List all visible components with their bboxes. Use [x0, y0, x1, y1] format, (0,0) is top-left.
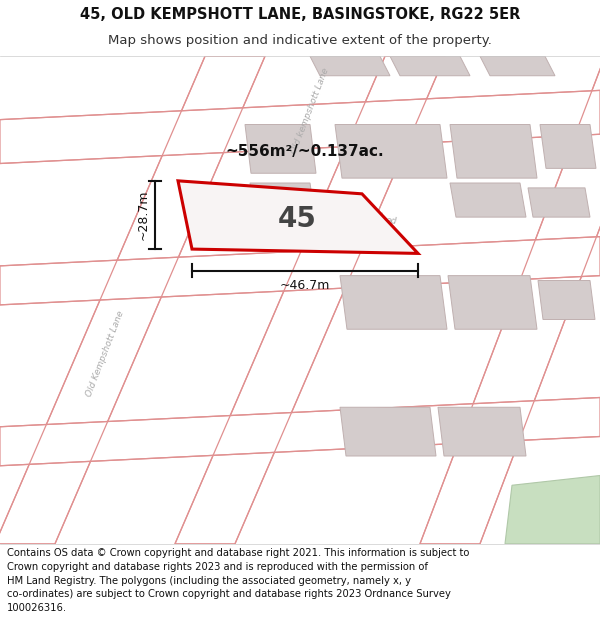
Text: d: d: [375, 212, 382, 221]
Polygon shape: [528, 188, 590, 217]
Polygon shape: [335, 124, 447, 178]
Text: Contains OS data © Crown copyright and database right 2021. This information is : Contains OS data © Crown copyright and d…: [7, 548, 470, 612]
Text: Map shows position and indicative extent of the property.: Map shows position and indicative extent…: [108, 34, 492, 47]
Polygon shape: [0, 237, 600, 305]
Polygon shape: [340, 276, 447, 329]
Text: ~46.7m: ~46.7m: [280, 279, 330, 292]
Polygon shape: [250, 183, 315, 217]
Polygon shape: [175, 56, 445, 544]
Polygon shape: [505, 476, 600, 544]
Polygon shape: [310, 56, 390, 76]
Polygon shape: [448, 276, 537, 329]
Polygon shape: [438, 408, 526, 456]
Text: Old Kempshott Lane: Old Kempshott Lane: [85, 310, 125, 398]
Polygon shape: [420, 56, 600, 544]
Polygon shape: [390, 56, 470, 76]
Polygon shape: [0, 91, 600, 164]
Polygon shape: [245, 124, 316, 173]
Polygon shape: [540, 124, 596, 168]
Polygon shape: [480, 56, 555, 76]
Polygon shape: [538, 281, 595, 319]
Text: Old kempshott Lane: Old kempshott Lane: [289, 66, 331, 154]
Polygon shape: [0, 56, 265, 544]
Polygon shape: [340, 408, 436, 456]
Polygon shape: [450, 124, 537, 178]
Text: ad: ad: [385, 216, 397, 226]
Text: Highlan: Highlan: [320, 202, 355, 214]
Polygon shape: [450, 183, 526, 217]
Text: ~556m²/~0.137ac.: ~556m²/~0.137ac.: [225, 144, 383, 159]
Text: ~28.7m: ~28.7m: [137, 190, 150, 240]
Polygon shape: [178, 181, 418, 253]
Polygon shape: [0, 398, 600, 466]
Text: 45, OLD KEMPSHOTT LANE, BASINGSTOKE, RG22 5ER: 45, OLD KEMPSHOTT LANE, BASINGSTOKE, RG2…: [80, 6, 520, 21]
Text: 45: 45: [278, 205, 317, 233]
